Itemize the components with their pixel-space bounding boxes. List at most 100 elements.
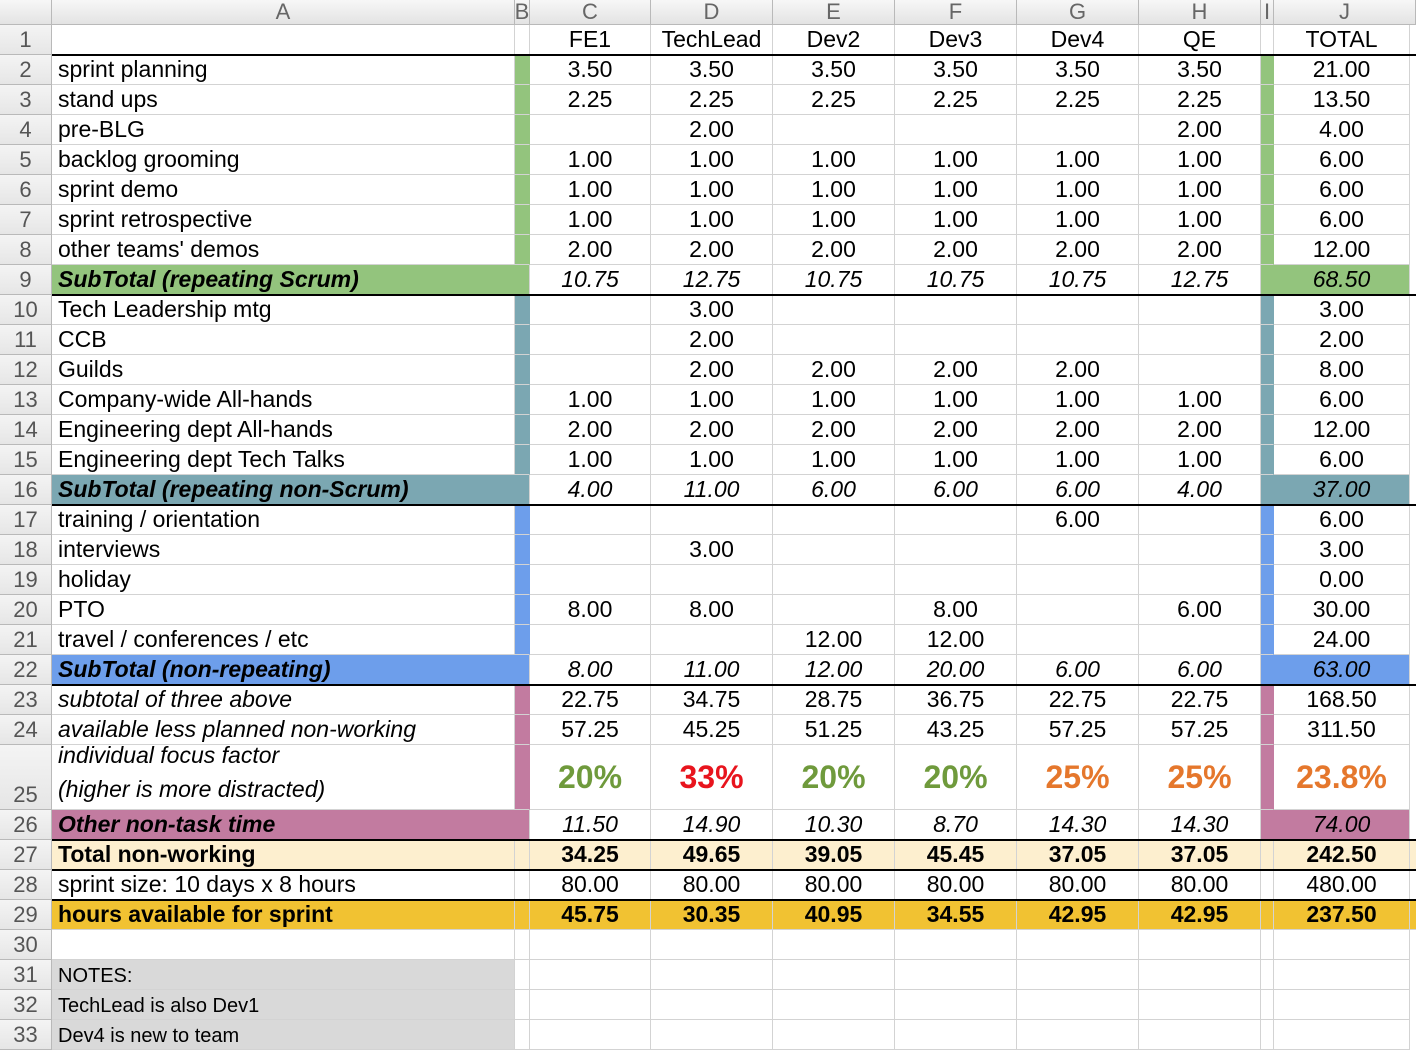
value-cell [773, 535, 895, 565]
value-cell: 6.00 [1017, 475, 1139, 505]
value-cell: 10.75 [895, 265, 1017, 295]
column-header: FE1 [530, 25, 651, 55]
row-label: sprint planning [52, 55, 515, 85]
value-cell: 1.00 [651, 175, 773, 205]
row-number: 27 [0, 840, 52, 870]
value-cell: 34.75 [651, 685, 773, 715]
row-label: SubTotal (repeating Scrum) [52, 265, 530, 295]
band [1261, 870, 1274, 900]
value-cell: 10.75 [530, 265, 651, 295]
value-cell [530, 325, 651, 355]
value-cell [1017, 535, 1139, 565]
value-cell: 6.00 [1139, 595, 1261, 625]
band [515, 205, 530, 235]
cell [1261, 1020, 1274, 1050]
row-number: 13 [0, 385, 52, 415]
row-number: 33 [0, 1020, 52, 1050]
value-cell [530, 505, 651, 535]
value-cell: 49.65 [651, 840, 773, 870]
value-cell: 1.00 [530, 145, 651, 175]
cell [1261, 960, 1274, 990]
border-line [52, 684, 1416, 686]
row-number: 6 [0, 175, 52, 205]
value-cell: 2.25 [895, 85, 1017, 115]
cell [1017, 930, 1139, 960]
row-label: Guilds [52, 355, 515, 385]
column-header: TOTAL [1274, 25, 1410, 55]
value-cell [651, 625, 773, 655]
value-cell: 2.00 [1017, 235, 1139, 265]
value-cell: 1.00 [530, 445, 651, 475]
row-label: Other non-task time [52, 810, 530, 840]
cell [651, 1020, 773, 1050]
value-cell: 39.05 [773, 840, 895, 870]
value-cell: 37.05 [1017, 840, 1139, 870]
band [515, 595, 530, 625]
value-cell: 25% [1139, 745, 1261, 810]
cell [1274, 930, 1410, 960]
border-line [52, 839, 1416, 841]
band [515, 385, 530, 415]
cell [1139, 960, 1261, 990]
cell [1261, 25, 1274, 55]
band [1261, 205, 1274, 235]
cell [773, 930, 895, 960]
band [1410, 900, 1416, 930]
band [515, 505, 530, 535]
band [1261, 355, 1274, 385]
column-letter: I [1261, 0, 1274, 25]
band [515, 355, 530, 385]
value-cell: 12.00 [773, 625, 895, 655]
value-cell: 12.75 [651, 265, 773, 295]
value-cell: 1.00 [773, 445, 895, 475]
row-number: 8 [0, 235, 52, 265]
value-cell: 1.00 [895, 205, 1017, 235]
row-number: 2 [0, 55, 52, 85]
value-cell: 1.00 [1017, 205, 1139, 235]
band [515, 870, 530, 900]
row-number: 28 [0, 870, 52, 900]
cell [530, 1020, 651, 1050]
value-cell: 1.00 [895, 385, 1017, 415]
row-label: CCB [52, 325, 515, 355]
band [1261, 385, 1274, 415]
row-label: hours available for sprint [52, 900, 515, 930]
band [1261, 415, 1274, 445]
value-cell: 57.25 [1139, 715, 1261, 745]
row-label: sprint demo [52, 175, 515, 205]
border-line [52, 869, 1416, 871]
band [1261, 175, 1274, 205]
value-cell [895, 565, 1017, 595]
band [1261, 295, 1274, 325]
band [1410, 840, 1416, 870]
value-cell [530, 295, 651, 325]
value-cell: 14.90 [651, 810, 773, 840]
value-cell: 42.95 [1017, 900, 1139, 930]
value-cell [1139, 625, 1261, 655]
value-cell: 3.50 [773, 55, 895, 85]
value-cell: 6.00 [1139, 655, 1261, 685]
value-cell: 2.25 [530, 85, 651, 115]
band [515, 685, 530, 715]
cell [515, 930, 530, 960]
row-number: 5 [0, 145, 52, 175]
total-cell: 242.50 [1274, 840, 1410, 870]
column-letter: H [1139, 0, 1261, 25]
value-cell [773, 295, 895, 325]
row-number: 7 [0, 205, 52, 235]
row-label: Company-wide All-hands [52, 385, 515, 415]
column-letter: B [515, 0, 530, 25]
value-cell: 2.00 [651, 415, 773, 445]
total-cell: 168.50 [1274, 685, 1410, 715]
value-cell [651, 565, 773, 595]
band [515, 115, 530, 145]
cell [773, 1020, 895, 1050]
value-cell: 28.75 [773, 685, 895, 715]
value-cell: 6.00 [773, 475, 895, 505]
value-cell: 10.30 [773, 810, 895, 840]
row-number: 32 [0, 990, 52, 1020]
value-cell: 6.00 [895, 475, 1017, 505]
value-cell: 80.00 [1139, 870, 1261, 900]
row-label: SubTotal (non-repeating) [52, 655, 530, 685]
row-label: travel / conferences / etc [52, 625, 515, 655]
